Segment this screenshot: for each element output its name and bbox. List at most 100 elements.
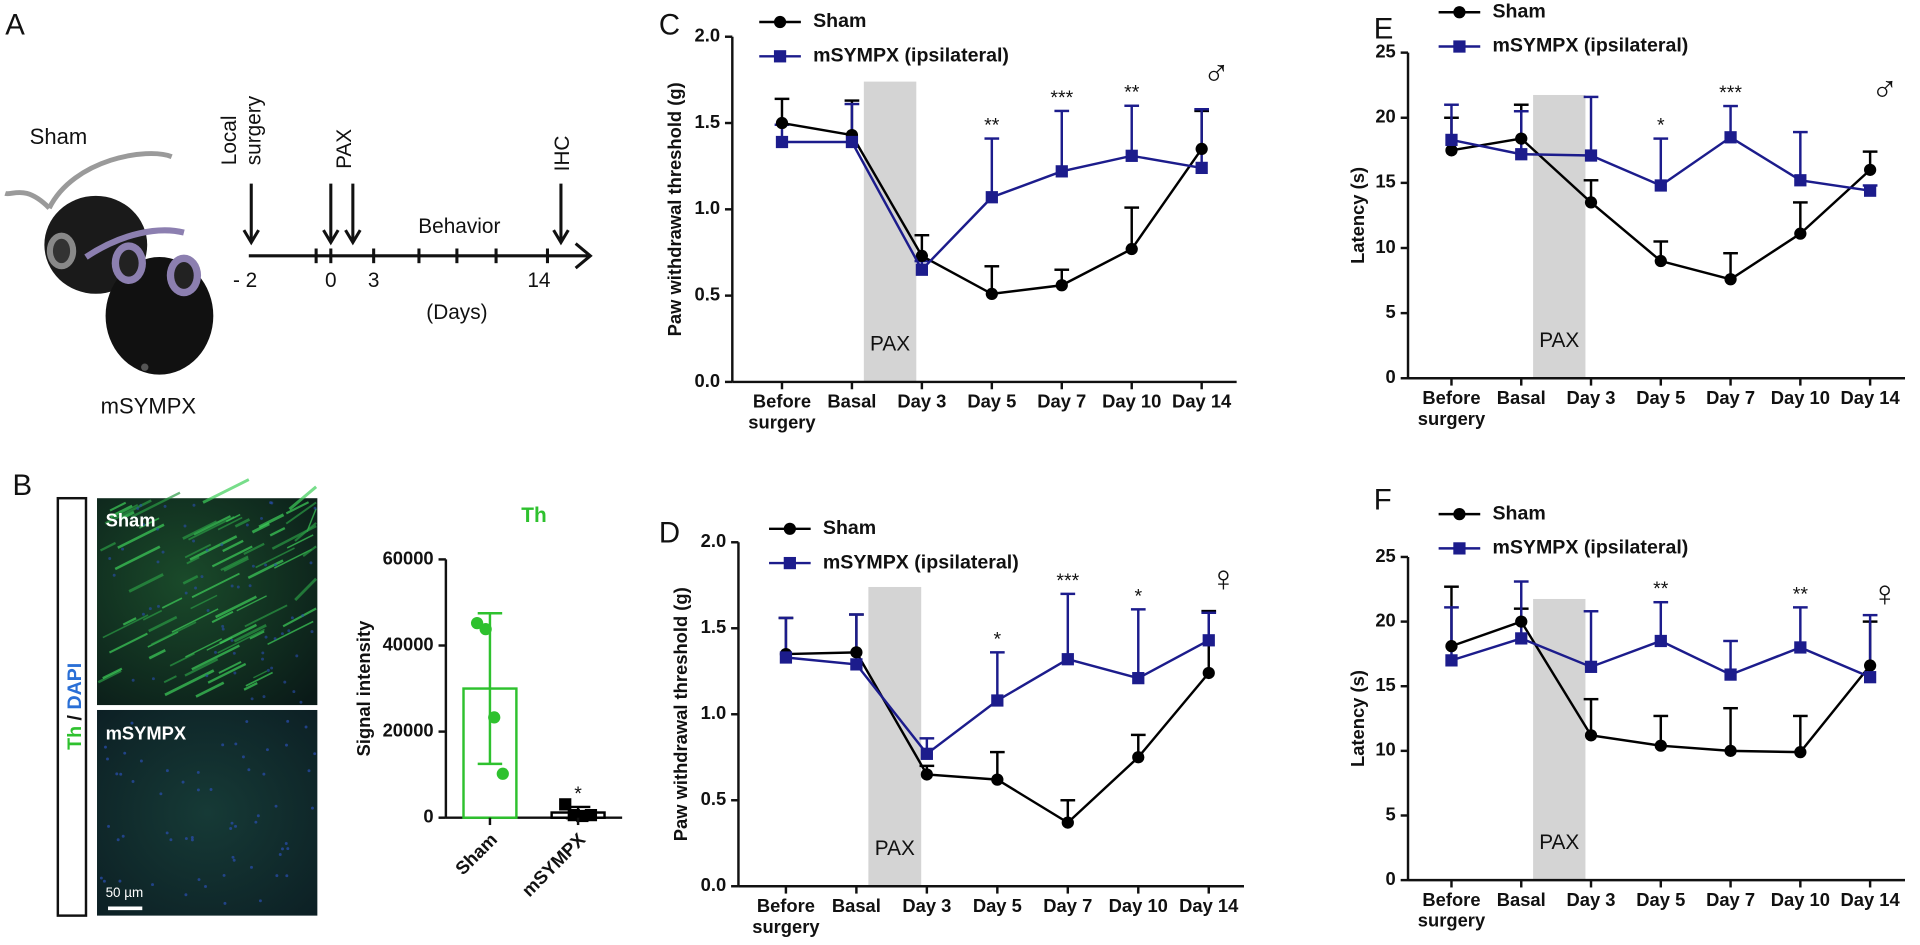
x-tick-label-box: Day 14 — [1841, 890, 1900, 911]
x-tick-label-box: Before surgery — [1418, 890, 1485, 932]
fiber — [249, 630, 265, 640]
legend-label: Sham — [823, 517, 876, 539]
data-point — [1724, 744, 1737, 757]
nucleus — [292, 690, 296, 694]
y-axis-label: Latency (s) — [1347, 670, 1368, 767]
nucleus — [230, 638, 234, 642]
data-point — [775, 135, 789, 149]
y-tick-label: 20 — [1375, 609, 1395, 630]
shaded-label: PAX — [1539, 329, 1579, 352]
data-point — [1584, 196, 1598, 209]
fiber — [244, 604, 288, 628]
data-point — [1055, 165, 1068, 178]
nucleus — [141, 612, 145, 616]
fiber — [184, 543, 212, 559]
fiber — [190, 594, 218, 610]
legend-marker — [1453, 542, 1466, 555]
fiber — [211, 545, 253, 568]
x-tick-label-box: Basal — [1497, 890, 1546, 911]
data-point — [1195, 142, 1208, 156]
fiber — [97, 669, 122, 684]
event-label: surgery — [242, 95, 265, 165]
data-point — [1125, 242, 1138, 256]
nucleus — [192, 503, 196, 507]
legend-marker — [1453, 40, 1466, 53]
legend-label: Sham — [813, 10, 866, 32]
image-label: mSYMPX — [106, 722, 187, 743]
panel-letter: A — [5, 9, 25, 42]
data-point — [1202, 666, 1215, 680]
nucleus — [163, 504, 167, 508]
y-tick-label: 2.0 — [695, 25, 721, 46]
nucleus — [230, 821, 234, 825]
x-tick-label: Day 14 — [1179, 896, 1239, 917]
nucleus — [245, 720, 249, 724]
fiber — [218, 661, 242, 674]
data-point — [1445, 144, 1458, 157]
nucleus — [290, 616, 294, 620]
y-tick-label: 2.0 — [701, 530, 727, 551]
x-tick-label-box: Day 3 — [1567, 890, 1616, 911]
y-tick-label: 15 — [1375, 171, 1395, 192]
timeline-tick: 3 — [368, 269, 380, 292]
y-tick-label: 1.0 — [701, 702, 727, 723]
significance: ** — [1653, 578, 1669, 600]
sex-symbol: ♂ — [1871, 69, 1899, 110]
nucleus — [234, 824, 237, 828]
y-tick-label: 20000 — [383, 719, 434, 740]
fiber — [306, 508, 317, 532]
fiber — [102, 614, 149, 639]
nucleus — [262, 695, 266, 699]
y-tick-label: 20 — [1375, 106, 1395, 127]
mouse-illustration — [4, 151, 214, 375]
y-axis-label: Paw withdrawal threshold (g) — [670, 587, 691, 841]
data-point — [920, 747, 933, 760]
data-point — [920, 768, 933, 781]
fiber — [236, 595, 267, 612]
x-tick-label: Basal — [831, 896, 881, 917]
fiber — [217, 516, 243, 531]
significance: *** — [1050, 87, 1073, 109]
nucleus — [148, 607, 152, 611]
stain-marker: Th — [64, 726, 86, 750]
nucleus — [250, 865, 253, 869]
x-tick-label: Day 3 — [902, 896, 952, 917]
y-tick-label: 0.0 — [695, 370, 721, 391]
data-point — [1794, 174, 1807, 187]
nucleus — [233, 671, 237, 675]
significance: * — [1657, 115, 1665, 137]
nucleus — [139, 759, 143, 763]
y-tick-label: 1.0 — [695, 197, 721, 218]
y-tick-label: 0 — [1386, 868, 1396, 889]
nucleus — [196, 788, 200, 792]
significance: ** — [1124, 82, 1140, 104]
nucleus — [221, 627, 225, 631]
shaded-label: PAX — [875, 837, 915, 860]
nucleus — [310, 630, 314, 634]
group-label: Sham — [30, 124, 88, 149]
nucleus — [196, 770, 200, 774]
fiber — [302, 545, 317, 557]
data-point — [1863, 163, 1877, 176]
nucleus — [157, 604, 160, 608]
stain-label: Th / DAPI — [64, 663, 86, 750]
fiber — [258, 513, 285, 529]
nucleus — [307, 769, 311, 773]
fiber — [233, 623, 267, 643]
y-tick-label: 1.5 — [701, 616, 727, 637]
x-tick-label-box: Day 3 — [902, 896, 952, 917]
legend-marker — [1453, 507, 1466, 521]
fiber — [219, 623, 258, 645]
nucleus — [156, 560, 160, 564]
nucleus — [261, 651, 265, 655]
nucleus — [115, 772, 119, 776]
fiber — [169, 652, 195, 667]
x-tick-label: Day 5 — [1636, 889, 1686, 911]
data-point — [1654, 739, 1667, 752]
nucleus — [131, 779, 135, 783]
data-point — [1195, 161, 1208, 175]
x-tick-label: Basal — [1496, 388, 1546, 409]
nucleus — [313, 506, 317, 510]
legend-marker — [783, 556, 796, 570]
fiber — [182, 574, 199, 585]
